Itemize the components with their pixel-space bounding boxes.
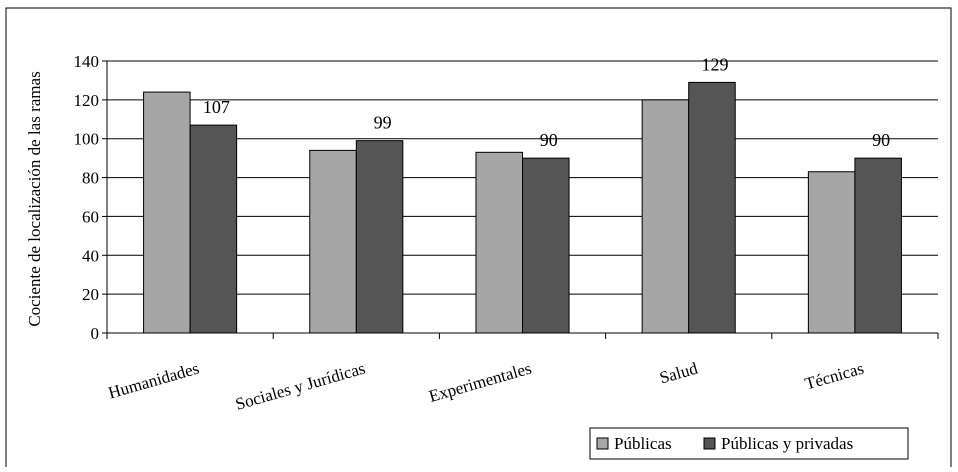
legend-label-publicas-y-privadas: Públicas y privadas bbox=[721, 434, 853, 453]
y-tick-label: 120 bbox=[74, 91, 100, 110]
bar-publicas-y-privadas-tecnicas bbox=[854, 157, 902, 334]
bar-publicas-salud bbox=[641, 99, 690, 334]
y-tick-label: 0 bbox=[91, 324, 100, 343]
data-label-sociales-y-juridicas: 99 bbox=[374, 113, 392, 133]
bar-publicas-sociales-y-juridicas bbox=[309, 149, 357, 334]
y-axis-title: Cociente de localización de las ramas bbox=[25, 71, 44, 326]
bar-publicas-humanidades bbox=[143, 91, 191, 334]
y-tick-label: 100 bbox=[74, 130, 100, 149]
legend-label-publicas: Públicas bbox=[614, 434, 672, 453]
bar-publicas-tecnicas bbox=[807, 171, 856, 334]
bar-publicas-y-privadas-salud bbox=[688, 81, 736, 334]
bar-publicas-experimentales bbox=[475, 151, 523, 334]
legend-swatch-publicas-y-privadas bbox=[703, 437, 716, 450]
bars bbox=[143, 81, 902, 334]
axes: 0 20 40 60 80 100 120 140 bbox=[74, 52, 939, 343]
bar-publicas-y-privadas-humanidades bbox=[189, 124, 238, 334]
data-label-humanidades: 107 bbox=[203, 97, 230, 117]
y-tick-label: 40 bbox=[82, 246, 99, 265]
legend: Públicas Públicas y privadas bbox=[589, 427, 909, 460]
gridlines bbox=[107, 60, 938, 295]
legend-swatch-publicas bbox=[596, 437, 609, 450]
bar-publicas-y-privadas-experimentales bbox=[522, 157, 570, 334]
data-label-experimentales: 90 bbox=[540, 130, 558, 150]
y-tick-label: 80 bbox=[82, 169, 99, 188]
data-label-tecnicas: 90 bbox=[872, 130, 890, 150]
bar-publicas-y-privadas-sociales-y-juridicas bbox=[355, 140, 404, 334]
y-tick-label: 20 bbox=[82, 285, 99, 304]
data-label-salud: 129 bbox=[701, 54, 728, 74]
legend-box bbox=[589, 427, 909, 460]
y-tick-label: 60 bbox=[82, 207, 99, 226]
y-tick-label: 140 bbox=[74, 52, 100, 71]
